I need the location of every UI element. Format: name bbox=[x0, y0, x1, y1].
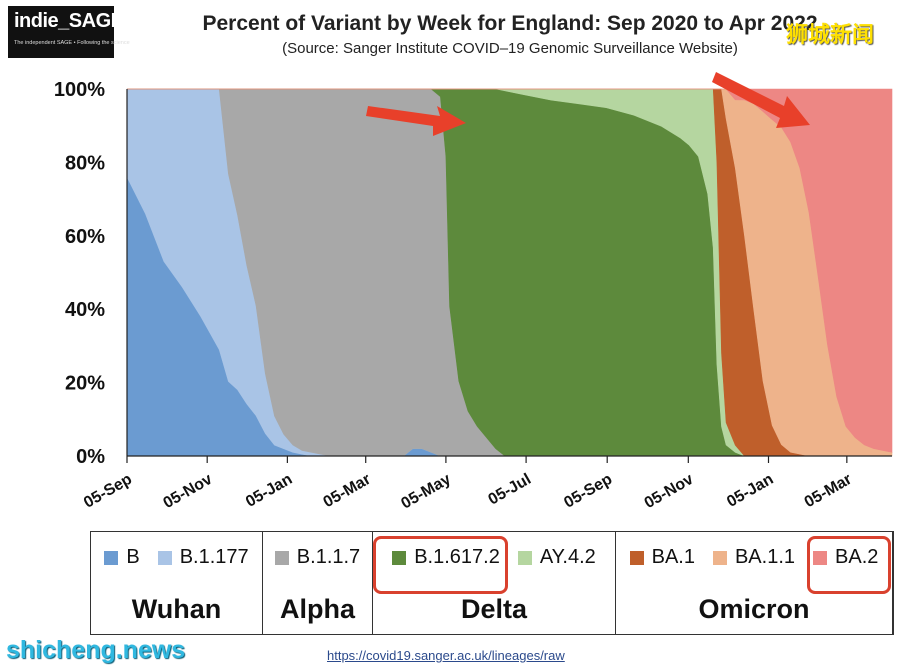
y-tick-label: 100% bbox=[54, 79, 105, 101]
source-link[interactable]: https://covid19.sanger.ac.uk/lineages/ra… bbox=[327, 648, 565, 663]
legend-label: B.1.617.2 bbox=[414, 546, 500, 568]
legend-item-b-1-617-2: B.1.617.2 bbox=[392, 546, 500, 569]
legend-group-delta: B.1.617.2 AY.4.2 Delta bbox=[373, 532, 616, 634]
logo-tagline: The independent SAGE • Following the sci… bbox=[14, 40, 130, 46]
legend-item-b-1-177: B.1.177 bbox=[157, 546, 249, 569]
x-tick-label: 05-Jan bbox=[243, 471, 295, 511]
legend-swatch bbox=[392, 550, 407, 565]
legend-swatch bbox=[274, 550, 289, 565]
legend-item-b: B bbox=[104, 546, 140, 569]
legend-swatch bbox=[104, 550, 119, 565]
watermark-top: 狮城新闻 bbox=[786, 22, 875, 47]
legend-group-name: Wuhan bbox=[131, 594, 222, 624]
legend-item-ay-4-2: AY.4.2 bbox=[517, 546, 596, 569]
legend-label: AY.4.2 bbox=[539, 546, 596, 568]
x-tick-label: 05-Nov bbox=[642, 471, 697, 512]
highlight-box-delta bbox=[373, 536, 508, 594]
legend-group-omicron: BA.1 BA.1.1 BA.2 Omicron bbox=[616, 532, 893, 634]
legend-items: BA.1 BA.1.1 BA.2 bbox=[616, 546, 892, 569]
legend-label: B.1.177 bbox=[179, 546, 249, 568]
legend-label: BA.2 bbox=[835, 546, 879, 568]
indie-sage-logo: indie_SAGE The independent SAGE • Follow… bbox=[8, 6, 130, 58]
legend-item-ba-1-1: BA.1.1 bbox=[712, 546, 796, 569]
watermark-bottom: shicheng.news bbox=[6, 636, 186, 664]
legend-item-ba-1: BA.1 bbox=[629, 546, 695, 569]
legend-group-wuhan: B B.1.177 Wuhan bbox=[91, 532, 263, 634]
logo-text: indie_SAGE bbox=[14, 10, 124, 32]
x-tick-label: 05-May bbox=[398, 471, 454, 513]
legend-label: BA.1.1 bbox=[734, 546, 796, 568]
legend-items: B B.1.177 bbox=[91, 546, 262, 569]
arrow-delta-annotation bbox=[366, 106, 466, 136]
legend-items: B.1.1.7 bbox=[263, 546, 372, 569]
area-ba-2 bbox=[127, 88, 893, 453]
legend-label: B.1.1.7 bbox=[296, 546, 361, 568]
x-tick-label: 05-Nov bbox=[160, 471, 215, 512]
legend-swatch bbox=[157, 550, 172, 565]
legend-swatch bbox=[712, 550, 727, 565]
annotation-arrows bbox=[366, 72, 810, 136]
legend-item-b-1-1-7: B.1.1.7 bbox=[274, 546, 361, 569]
x-tick-label: 05-Mar bbox=[321, 471, 374, 512]
legend-table: B B.1.177 Wuhan B.1.1.7 Alpha B.1.617.2 AY.4.2… bbox=[90, 531, 894, 635]
x-tick-label: 05-Sep bbox=[81, 471, 135, 512]
legend-items: B.1.617.2 AY.4.2 bbox=[373, 546, 615, 569]
legend-swatch bbox=[629, 550, 644, 565]
y-tick-label: 20% bbox=[65, 373, 105, 395]
plot-areas bbox=[126, 88, 893, 457]
legend-swatch bbox=[813, 550, 828, 565]
variant-area-chart: 0% 20% 40% 60% 80% 100% 05-Sep 05-Nov 05-Jan 05-M… bbox=[54, 72, 893, 513]
legend-group-name: Alpha bbox=[279, 594, 355, 624]
x-tick-label: 05-Jul bbox=[486, 471, 535, 509]
legend-label: B bbox=[126, 546, 140, 568]
x-tick-label: 05-Mar bbox=[802, 471, 855, 512]
chart-title: Percent of Variant by Week for England: … bbox=[202, 12, 818, 35]
y-tick-label: 0% bbox=[76, 446, 105, 468]
y-tick-label: 80% bbox=[65, 152, 105, 174]
legend-group-name: Omicron bbox=[698, 594, 810, 624]
legend-item-ba-2: BA.2 bbox=[813, 546, 878, 569]
x-tick-label: 05-Sep bbox=[561, 471, 615, 512]
legend-label: BA.1 bbox=[651, 546, 695, 568]
legend-group-name: Delta bbox=[460, 594, 528, 624]
highlight-box-ba2 bbox=[807, 536, 891, 594]
y-tick-label: 60% bbox=[65, 226, 105, 248]
y-tick-label: 40% bbox=[65, 299, 105, 321]
x-tick-label: 05-Jan bbox=[724, 471, 776, 511]
legend-swatch bbox=[517, 550, 532, 565]
legend-group-alpha: B.1.1.7 Alpha bbox=[263, 532, 373, 634]
arrow-omicron-annotation bbox=[712, 72, 810, 128]
chart-subtitle: (Source: Sanger Institute COVID–19 Genom… bbox=[282, 40, 738, 57]
